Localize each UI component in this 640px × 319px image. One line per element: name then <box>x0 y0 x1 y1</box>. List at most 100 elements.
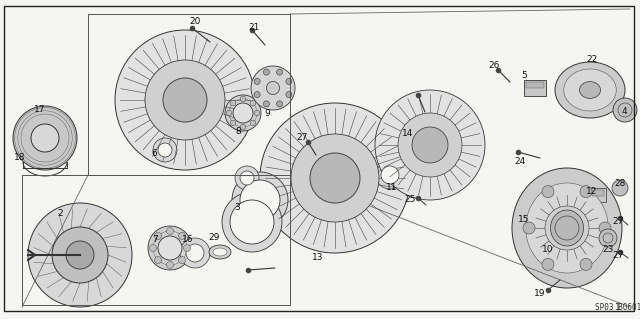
Circle shape <box>599 222 611 234</box>
Text: 21: 21 <box>248 23 260 32</box>
Text: 15: 15 <box>518 216 530 225</box>
Text: 26: 26 <box>488 62 500 70</box>
Text: 3: 3 <box>234 204 240 212</box>
Circle shape <box>28 203 132 307</box>
Circle shape <box>179 233 186 240</box>
Text: 19: 19 <box>534 288 546 298</box>
Circle shape <box>115 30 255 170</box>
Circle shape <box>286 78 292 85</box>
Circle shape <box>154 256 161 263</box>
Circle shape <box>226 110 232 116</box>
Text: 24: 24 <box>515 158 525 167</box>
Text: 27: 27 <box>612 250 624 259</box>
Bar <box>524 80 546 96</box>
Ellipse shape <box>213 248 227 256</box>
Circle shape <box>240 171 254 185</box>
Circle shape <box>254 92 260 98</box>
Circle shape <box>266 81 280 95</box>
Circle shape <box>240 124 246 130</box>
Circle shape <box>166 227 173 234</box>
Ellipse shape <box>209 245 231 259</box>
Text: 20: 20 <box>189 18 201 26</box>
Circle shape <box>154 233 161 240</box>
Text: SP03 B0601A: SP03 B0601A <box>595 303 640 313</box>
Circle shape <box>233 103 253 123</box>
Circle shape <box>618 103 632 117</box>
Text: 14: 14 <box>403 129 413 137</box>
Text: 4: 4 <box>621 108 627 116</box>
Circle shape <box>230 100 236 106</box>
Circle shape <box>225 95 261 131</box>
Circle shape <box>310 153 360 203</box>
Text: 7: 7 <box>152 235 158 244</box>
Text: 27: 27 <box>612 218 624 226</box>
Circle shape <box>613 98 637 122</box>
Circle shape <box>179 256 186 263</box>
Bar <box>592 190 604 196</box>
Circle shape <box>158 236 182 260</box>
Circle shape <box>232 172 288 228</box>
Circle shape <box>599 229 617 247</box>
Circle shape <box>291 134 379 222</box>
Circle shape <box>555 216 579 240</box>
Circle shape <box>31 124 59 152</box>
Circle shape <box>376 161 404 189</box>
Circle shape <box>145 60 225 140</box>
Ellipse shape <box>579 82 600 98</box>
Circle shape <box>240 96 246 102</box>
Circle shape <box>580 186 592 198</box>
Text: 25: 25 <box>404 196 416 204</box>
Circle shape <box>381 166 399 184</box>
Circle shape <box>13 106 77 170</box>
Text: 16: 16 <box>182 235 194 244</box>
Circle shape <box>375 90 485 200</box>
Circle shape <box>523 222 535 234</box>
Circle shape <box>412 127 448 163</box>
Ellipse shape <box>550 210 584 246</box>
Circle shape <box>545 206 589 250</box>
Circle shape <box>166 262 173 269</box>
Circle shape <box>184 244 191 251</box>
Ellipse shape <box>555 62 625 118</box>
Text: 9: 9 <box>264 108 270 117</box>
Circle shape <box>532 193 602 263</box>
Circle shape <box>542 186 554 198</box>
Text: 13: 13 <box>312 254 324 263</box>
Text: 2: 2 <box>57 209 63 218</box>
Circle shape <box>264 101 269 107</box>
Text: 12: 12 <box>586 188 598 197</box>
Text: 5: 5 <box>521 71 527 80</box>
Circle shape <box>254 78 260 85</box>
Circle shape <box>148 226 192 270</box>
Text: 6: 6 <box>151 149 157 158</box>
Text: 10: 10 <box>542 246 554 255</box>
Circle shape <box>276 69 283 75</box>
Circle shape <box>235 166 259 190</box>
Circle shape <box>186 244 204 262</box>
Ellipse shape <box>512 168 622 288</box>
Circle shape <box>580 258 592 271</box>
Text: 18: 18 <box>14 153 26 162</box>
Text: 27: 27 <box>296 133 308 143</box>
Ellipse shape <box>525 183 608 273</box>
Circle shape <box>240 180 280 220</box>
Circle shape <box>264 69 269 75</box>
Circle shape <box>276 101 283 107</box>
Text: 28: 28 <box>614 179 626 188</box>
Text: 11: 11 <box>387 183 397 192</box>
Circle shape <box>153 138 177 162</box>
Circle shape <box>250 100 256 106</box>
Bar <box>526 82 544 88</box>
Circle shape <box>222 192 282 252</box>
Circle shape <box>66 241 94 269</box>
Circle shape <box>542 258 554 271</box>
Circle shape <box>603 233 613 243</box>
Text: 17: 17 <box>35 106 45 115</box>
Circle shape <box>52 227 108 283</box>
Text: 1: 1 <box>615 302 621 311</box>
Ellipse shape <box>564 69 616 111</box>
Circle shape <box>230 200 274 244</box>
Circle shape <box>158 143 172 157</box>
Circle shape <box>150 244 157 251</box>
Text: 29: 29 <box>208 233 220 241</box>
